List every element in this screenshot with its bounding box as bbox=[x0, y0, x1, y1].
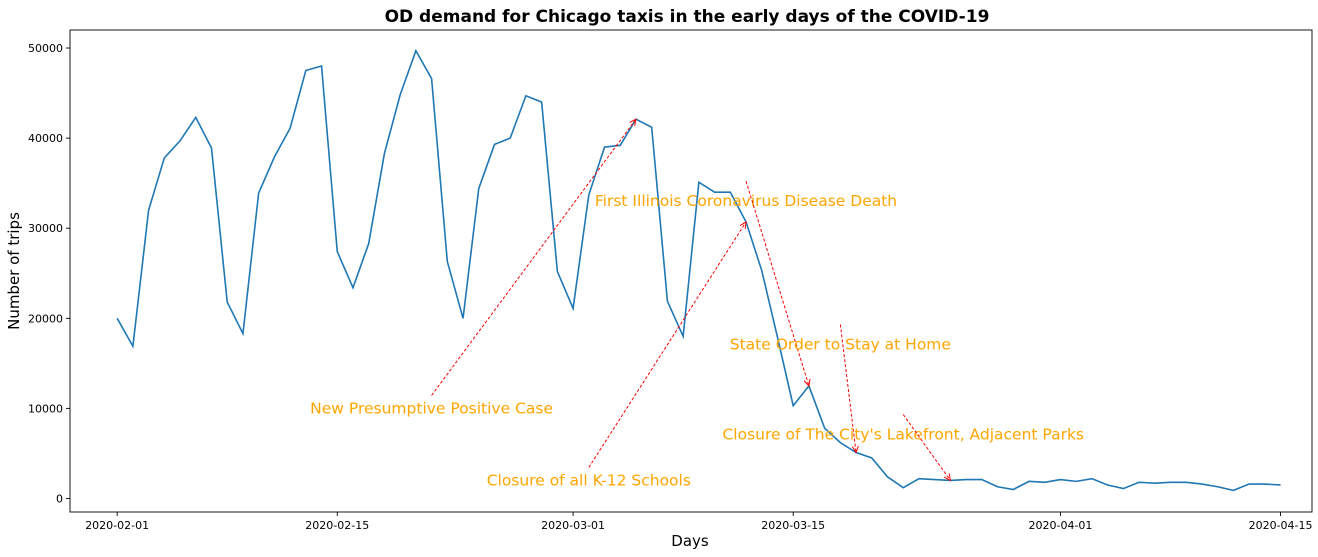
annotation-arrow bbox=[745, 181, 810, 387]
y-tick-label: 30000 bbox=[28, 222, 63, 235]
annotation-arrow bbox=[431, 118, 637, 396]
annotation-arrow bbox=[902, 414, 951, 481]
annotation-label: Closure of The City's Lakefront, Adjacen… bbox=[722, 426, 1084, 444]
plot-frame bbox=[69, 29, 1313, 513]
x-axis: 2020-02-01 2020-02-15 2020-03-01 2020-03-15… bbox=[85, 512, 1313, 532]
annotation-arrowhead bbox=[851, 445, 859, 454]
annotation: Closure of all K-12 Schools bbox=[487, 220, 747, 489]
annotation-label: New Presumptive Positive Case bbox=[310, 399, 553, 417]
annotation: State Order to Stay at Home bbox=[730, 324, 951, 454]
y-axis-label: Number of trips bbox=[5, 212, 23, 330]
annotation-label: State Order to Stay at Home bbox=[730, 335, 951, 353]
x-axis-label: Days bbox=[671, 532, 709, 550]
annotation-arrowhead bbox=[803, 378, 811, 387]
annotation-arrowhead bbox=[629, 118, 637, 127]
chart-title: OD demand for Chicago taxis in the early… bbox=[385, 7, 990, 27]
x-tick-label: 2020-03-15 bbox=[761, 519, 825, 532]
annotation: Closure of The City's Lakefront, Adjacen… bbox=[722, 414, 1084, 482]
annotation-arrow bbox=[839, 324, 857, 453]
annotation: First Illinois Coronavirus Disease Death bbox=[595, 181, 897, 387]
annotation: New Presumptive Positive Case bbox=[310, 118, 637, 417]
x-tick-label: 2020-04-01 bbox=[1028, 519, 1092, 532]
x-tick-label: 2020-02-01 bbox=[85, 519, 149, 532]
y-axis: 0 10000 20000 30000 40000 50000 bbox=[28, 42, 70, 505]
y-tick-label: 10000 bbox=[28, 402, 63, 415]
y-tick-label: 50000 bbox=[28, 42, 63, 55]
annotation-arrow bbox=[588, 221, 747, 468]
series-line bbox=[116, 48, 1281, 492]
annotation-arrowhead bbox=[739, 220, 747, 229]
annotation-label: Closure of all K-12 Schools bbox=[487, 471, 691, 489]
annotations: New Presumptive Positive Case Closure of … bbox=[310, 118, 1084, 489]
y-tick-label: 0 bbox=[56, 492, 63, 505]
y-tick-label: 20000 bbox=[28, 312, 63, 325]
annotation-label: First Illinois Coronavirus Disease Death bbox=[595, 192, 897, 210]
x-tick-label: 2020-04-15 bbox=[1249, 519, 1313, 532]
y-tick-label: 40000 bbox=[28, 132, 63, 145]
x-tick-label: 2020-03-01 bbox=[541, 519, 605, 532]
x-tick-label: 2020-02-15 bbox=[305, 519, 369, 532]
annotation-arrowhead bbox=[944, 473, 952, 482]
